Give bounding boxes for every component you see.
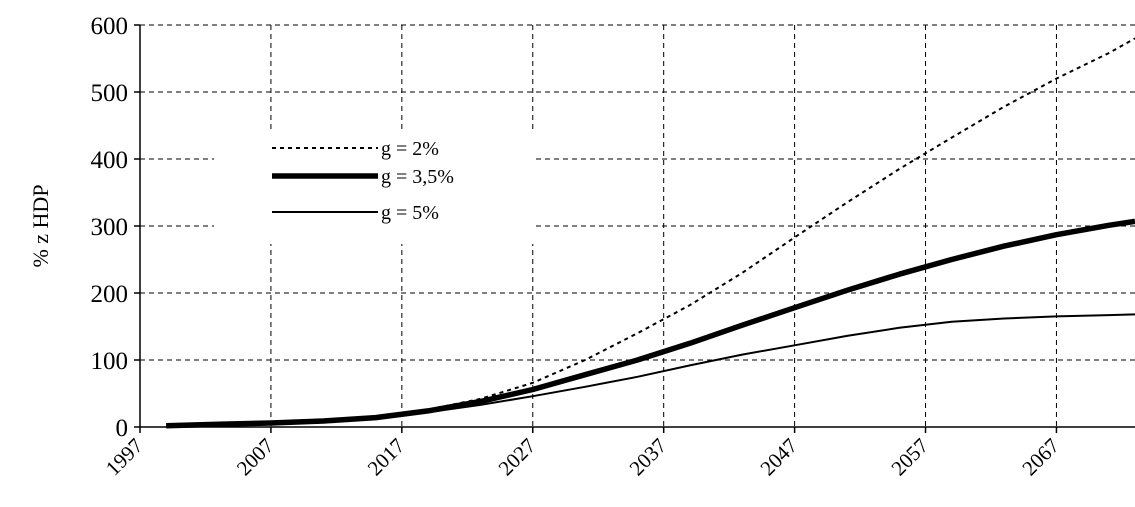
series-line-2	[166, 218, 1135, 429]
y-tick-label: 400	[91, 147, 129, 174]
x-tick-labels: 1997 2007 2017 2027 2037 2047 2057 2067	[101, 434, 1064, 481]
y-tick-label: 500	[91, 80, 129, 107]
legend-label-3: g = 5%	[381, 202, 439, 224]
x-tick-label: 2047	[755, 434, 802, 481]
x-tick-label: 2017	[363, 434, 410, 481]
y-tick-label: 100	[91, 348, 129, 375]
x-tick-label: 2037	[625, 434, 672, 481]
y-tick-label: 200	[91, 281, 129, 308]
legend: g = 2% g = 3,5% g = 5%	[214, 132, 534, 244]
x-tick-label: 2007	[232, 434, 279, 481]
x-tick-label: 1997	[101, 434, 148, 481]
series-line-3	[166, 313, 1135, 427]
legend-background	[214, 132, 534, 244]
series-lines	[166, 37, 1135, 429]
legend-label-1: g = 2%	[381, 138, 439, 160]
y-tick-label: 600	[91, 13, 129, 40]
x-tick-label: 2057	[886, 434, 933, 481]
axes	[134, 24, 1135, 433]
legend-label-2: g = 3,5%	[381, 166, 454, 188]
y-tick-labels: 0 100 200 300 400 500 600	[91, 13, 129, 442]
y-axis-label: % z HDP	[28, 184, 53, 267]
series-line-1	[166, 37, 1135, 427]
y-tick-label: 0	[116, 415, 129, 442]
x-tick-label: 2027	[494, 434, 541, 481]
y-tick-label: 300	[91, 214, 129, 241]
x-tick-label: 2067	[1017, 434, 1064, 481]
